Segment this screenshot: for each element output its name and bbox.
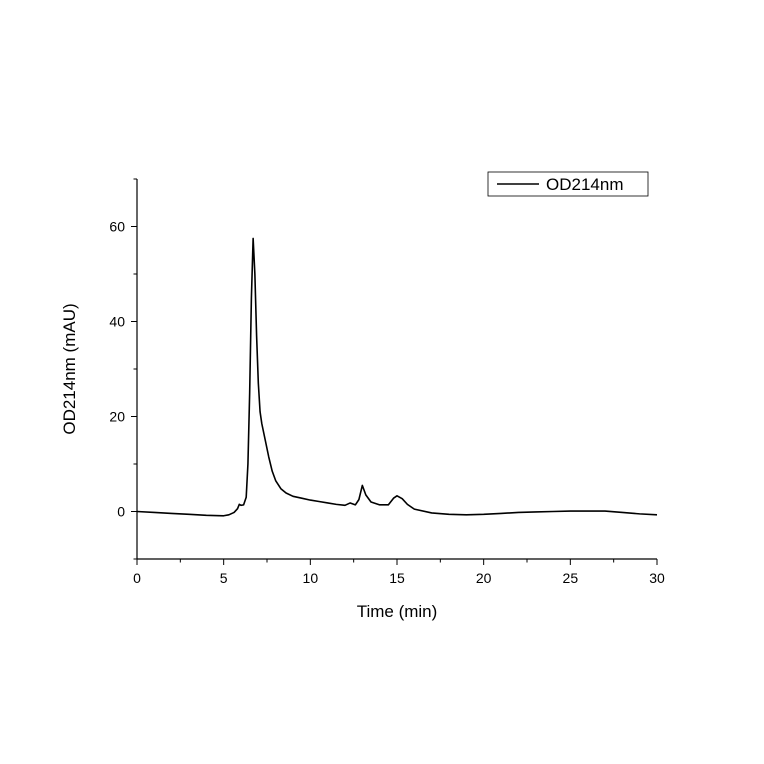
x-axis-ticks: 0 5 10 15 20 25 30 (133, 559, 665, 586)
x-tick-label: 25 (563, 570, 579, 586)
y-tick-label: 20 (109, 409, 125, 425)
x-tick-label: 10 (303, 570, 319, 586)
legend-label: OD214nm (546, 175, 623, 194)
x-tick-label: 5 (220, 570, 228, 586)
x-tick-label: 20 (476, 570, 492, 586)
x-axis-title: Time (min) (357, 602, 438, 621)
series-line (136, 237, 658, 517)
y-tick-label: 0 (117, 504, 125, 520)
y-tick-label: 40 (109, 314, 125, 330)
y-tick-label: 60 (109, 219, 125, 235)
legend: OD214nm (487, 171, 649, 197)
x-tick-label: 30 (649, 570, 665, 586)
y-axis-title: OD214nm (mAU) (60, 303, 79, 434)
x-tick-label: 0 (133, 570, 141, 586)
x-tick-label: 15 (389, 570, 405, 586)
axes (136, 179, 657, 560)
plot-series (136, 237, 658, 517)
y-axis-ticks: 0 20 40 60 (109, 178, 137, 560)
